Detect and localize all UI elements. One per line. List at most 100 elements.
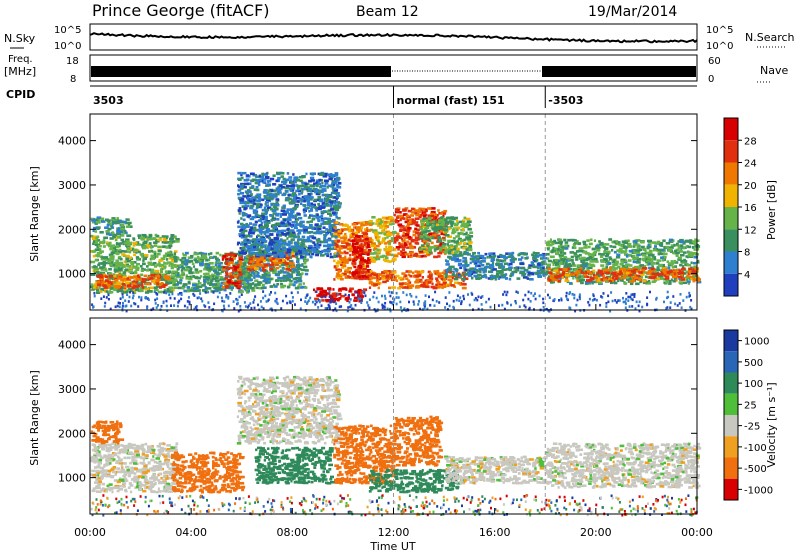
range-cell — [260, 257, 264, 261]
range-cell — [384, 259, 390, 263]
range-cell — [397, 252, 401, 255]
range-cell — [416, 272, 420, 275]
range-cell — [209, 252, 213, 255]
range-cell — [282, 213, 287, 216]
range-cell — [280, 262, 285, 265]
range-cell — [297, 238, 302, 241]
range-cell — [294, 233, 297, 237]
range-cell — [334, 252, 337, 255]
range-cell — [670, 244, 676, 247]
range-cell — [280, 244, 286, 248]
range-cell — [456, 254, 460, 257]
range-cell — [436, 272, 441, 276]
range-cell — [459, 266, 463, 270]
range-cell — [488, 256, 494, 259]
range-cell — [177, 267, 180, 270]
range-cell — [93, 267, 99, 271]
range-cell — [241, 268, 245, 271]
range-cell — [353, 255, 357, 258]
range-cell — [171, 270, 176, 274]
range-cell — [321, 211, 325, 214]
range-cell — [281, 172, 285, 175]
range-cell — [252, 251, 255, 255]
range-cell — [428, 215, 431, 218]
range-cell — [349, 235, 353, 239]
range-cell — [329, 200, 334, 204]
range-cell — [293, 281, 298, 284]
range-cell — [258, 198, 262, 201]
range-cell — [266, 193, 270, 197]
range-cell — [331, 175, 335, 178]
range-cell — [115, 259, 119, 262]
range-cell — [335, 261, 341, 265]
range-cell — [287, 272, 291, 276]
range-cell — [282, 233, 288, 236]
range-cell — [131, 289, 134, 293]
range-cell — [150, 254, 155, 258]
range-cell — [179, 279, 183, 282]
range-cell — [189, 275, 195, 278]
range-cell — [150, 246, 153, 249]
range-cell — [259, 269, 264, 272]
range-cell — [251, 230, 256, 233]
range-cell — [362, 288, 367, 292]
range-cell — [252, 199, 256, 202]
range-cell — [200, 252, 204, 255]
range-cell — [408, 242, 412, 246]
range-cell — [375, 238, 380, 241]
range-cell — [142, 257, 146, 261]
range-cell — [322, 174, 328, 178]
range-cell — [330, 185, 334, 188]
range-cell — [140, 269, 145, 272]
range-cell — [489, 252, 493, 255]
range-cell — [580, 281, 584, 285]
range-cell — [401, 237, 404, 241]
range-cell — [407, 273, 411, 277]
range-cell — [662, 248, 665, 252]
range-cell — [218, 268, 222, 272]
range-cell — [456, 247, 460, 251]
range-cell — [181, 286, 185, 290]
range-cell — [331, 224, 335, 227]
range-cell — [308, 244, 313, 248]
range-cell — [98, 275, 104, 279]
range-cell — [409, 253, 413, 257]
range-cell — [454, 258, 459, 261]
range-cell — [482, 260, 486, 263]
range-cell — [349, 239, 352, 243]
range-cell — [109, 284, 114, 287]
range-cell — [140, 280, 146, 284]
range-cell — [415, 213, 420, 217]
range-cell — [209, 266, 214, 269]
range-cell — [322, 201, 325, 205]
range-cell — [438, 227, 443, 231]
range-cell — [325, 199, 329, 203]
range-cell — [399, 225, 405, 228]
range-cell — [293, 199, 297, 202]
range-cell — [205, 272, 210, 276]
range-cell — [191, 262, 195, 266]
range-cell — [303, 225, 308, 229]
range-cell — [247, 273, 253, 276]
range-cell — [262, 252, 266, 255]
range-cell — [600, 253, 605, 256]
range-cell — [204, 275, 209, 279]
range-cell — [183, 268, 189, 272]
range-cell — [288, 259, 293, 263]
range-cell — [170, 259, 176, 263]
range-cell — [385, 274, 390, 278]
range-cell — [433, 255, 438, 259]
range-cell — [371, 260, 376, 263]
range-cell — [364, 265, 368, 268]
range-cell — [238, 253, 242, 257]
range-cell — [263, 240, 266, 243]
range-cell — [275, 198, 280, 201]
range-cell — [367, 258, 371, 262]
range-cell — [376, 283, 379, 286]
range-cell — [308, 187, 312, 191]
range-cell — [231, 252, 235, 256]
range-cell — [266, 221, 271, 224]
range-cell — [116, 249, 122, 252]
range-cell — [337, 202, 342, 205]
range-cell — [285, 277, 290, 280]
